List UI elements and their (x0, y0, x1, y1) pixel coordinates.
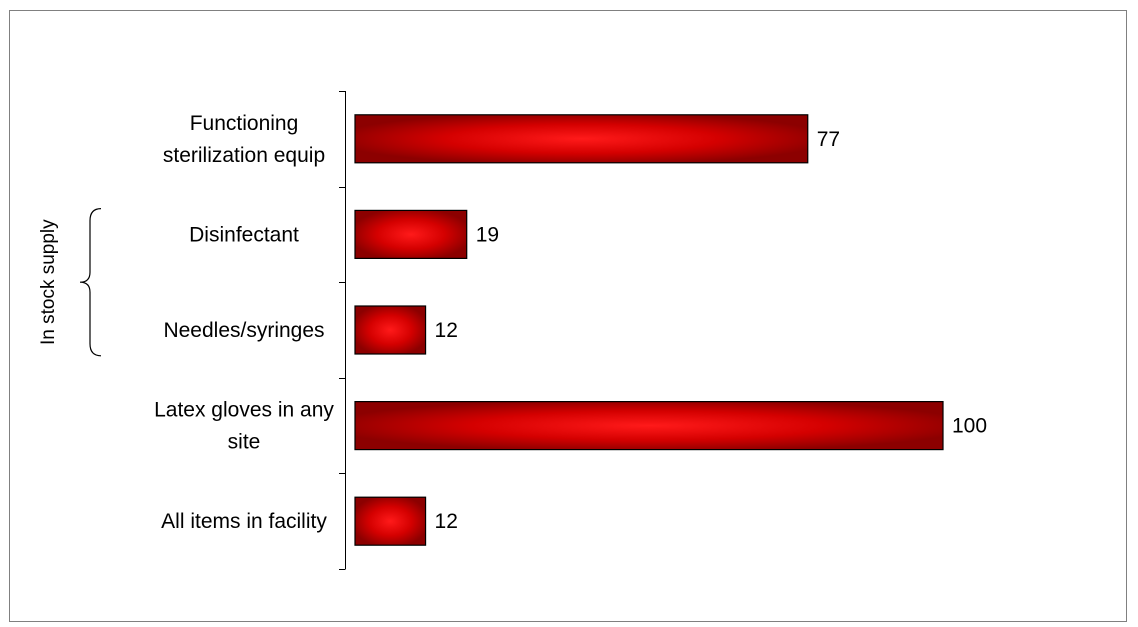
group-brace (79, 208, 102, 357)
labels-layer: 77 Functioning sterilization equip 19 Disinf… (154, 112, 987, 533)
bar (354, 209, 468, 259)
group-annotation: In stock supply (38, 208, 102, 357)
data-label: 12 (435, 319, 458, 342)
chart-frame (9, 10, 1127, 622)
bar (354, 305, 427, 355)
bar (354, 114, 809, 164)
tick-label: Functioning sterilization equip (163, 112, 325, 167)
bars-layer (354, 114, 944, 546)
tick-label: Latex gloves in any site (154, 399, 334, 454)
tick-label: Needles/syringes (163, 319, 324, 342)
tick-label: All items in facility (161, 510, 327, 533)
category-axis (339, 91, 346, 570)
data-label: 77 (817, 128, 840, 151)
bar (354, 496, 427, 546)
data-label: 12 (435, 510, 458, 533)
bar (354, 401, 944, 451)
data-label: 19 (476, 223, 499, 246)
tick-label: Disinfectant (189, 223, 299, 246)
data-label: 100 (952, 415, 987, 438)
group-label: In stock supply (38, 219, 59, 345)
